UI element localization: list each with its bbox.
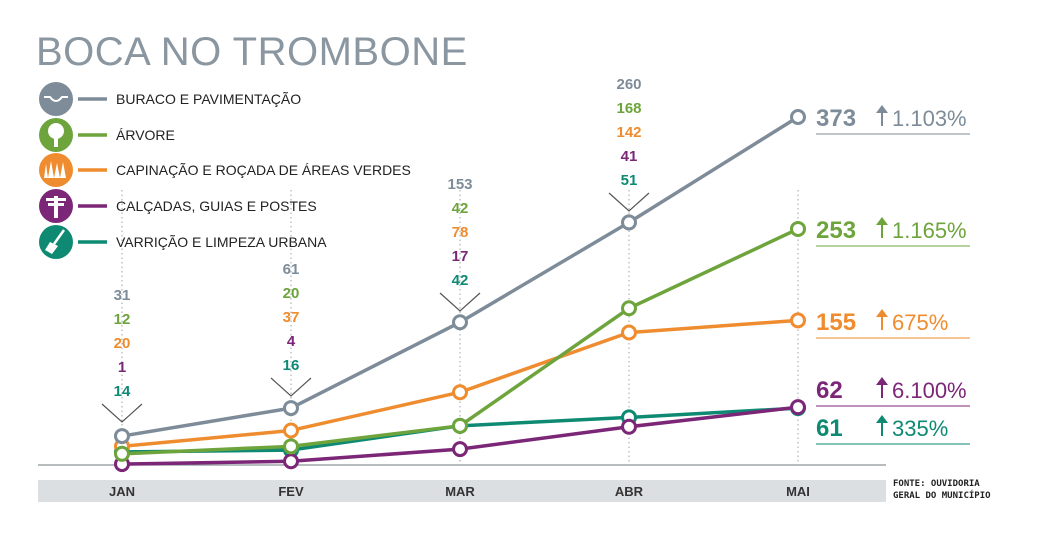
data-point <box>283 422 299 439</box>
data-point <box>114 445 130 462</box>
pole-glyph <box>54 196 58 218</box>
source-line-2: GERAL DO MUNICÍPIO <box>893 491 991 501</box>
up-arrow-icon <box>876 415 888 436</box>
data-label: 42 <box>452 272 469 289</box>
pole-bar2-glyph <box>48 203 64 206</box>
legend-item: ÁRVORE <box>39 118 175 152</box>
source-note: FONTE: OUVIDORIA GERAL DO MUNICÍPIO <box>893 478 991 502</box>
up-arrow-icon <box>876 217 888 238</box>
chevron-icon <box>270 377 312 397</box>
data-label: 31 <box>114 287 131 304</box>
end-value-label: 61 <box>816 415 843 442</box>
data-label: 1 <box>118 359 126 376</box>
source-line-1: FONTE: OUVIDORIA <box>893 479 980 489</box>
grass-glyph <box>44 161 66 178</box>
data-point <box>283 438 299 455</box>
x-axis-band <box>38 480 886 502</box>
data-label: 142 <box>616 124 641 141</box>
data-point <box>790 109 806 125</box>
data-label: 4 <box>287 333 296 350</box>
data-label: 37 <box>283 309 300 326</box>
legend-label: VARRIÇÃO E LIMPEZA URBANA <box>116 234 327 250</box>
pole-bar-glyph <box>46 198 66 201</box>
up-arrow-icon <box>876 309 888 330</box>
legend-item: CALÇADAS, GUIAS E POSTES <box>39 189 317 223</box>
tree-trunk-glyph <box>54 137 58 147</box>
data-point <box>621 324 637 341</box>
data-point <box>452 384 468 401</box>
data-point <box>790 312 806 329</box>
data-point <box>621 418 637 435</box>
data-label: 153 <box>447 176 472 193</box>
chevron-icon <box>101 403 143 423</box>
end-value-label: 373 <box>816 105 856 132</box>
data-label: 16 <box>283 357 300 374</box>
legend-label: CAPINAÇÃO E ROÇADA DE ÁREAS VERDES <box>116 162 411 178</box>
data-point <box>790 220 806 237</box>
pothole-icon <box>39 82 73 116</box>
pothole-glyph <box>44 96 68 102</box>
data-label: 260 <box>616 76 641 93</box>
data-label: 14 <box>114 383 131 400</box>
growth-label: 335% <box>892 416 948 441</box>
data-label: 12 <box>114 311 131 328</box>
broom-head-glyph <box>45 242 58 254</box>
data-label: 17 <box>452 248 469 265</box>
x-tick-label: ABR <box>615 484 644 499</box>
data-point <box>790 399 806 416</box>
legend-label: ÁRVORE <box>116 127 175 143</box>
data-label: 42 <box>452 200 469 217</box>
tree-crown-glyph <box>48 123 64 139</box>
data-point <box>452 314 468 331</box>
data-point <box>283 400 299 417</box>
broom-handle-glyph <box>52 229 66 245</box>
data-point <box>452 441 468 458</box>
data-point <box>621 300 637 317</box>
data-point <box>452 417 468 434</box>
x-tick-label: MAR <box>445 484 475 499</box>
end-value-label: 62 <box>816 377 843 404</box>
x-tick-label: FEV <box>278 484 304 499</box>
legend-item: BURACO E PAVIMENTAÇÃO <box>39 82 301 116</box>
x-tick-label: MAI <box>786 484 810 499</box>
end-value-label: 253 <box>816 217 856 244</box>
x-tick-label: JAN <box>109 484 135 499</box>
data-label: 61 <box>283 261 300 278</box>
chevron-icon <box>608 192 650 212</box>
growth-label: 1.103% <box>892 106 967 131</box>
up-arrow-icon <box>876 105 888 126</box>
data-point <box>283 453 299 470</box>
legend-item: VARRIÇÃO E LIMPEZA URBANA <box>39 225 327 259</box>
legend-label: BURACO E PAVIMENTAÇÃO <box>116 91 301 107</box>
data-label: 78 <box>452 224 469 241</box>
data-label: 20 <box>114 335 131 352</box>
chevron-icon <box>439 292 481 312</box>
data-label: 41 <box>621 148 638 165</box>
data-label: 168 <box>616 100 641 117</box>
data-label: 20 <box>283 285 300 302</box>
growth-label: 6.100% <box>892 378 967 403</box>
end-value-label: 155 <box>816 309 856 336</box>
data-point <box>114 428 130 445</box>
growth-label: 675% <box>892 310 948 335</box>
data-point <box>621 214 637 231</box>
legend-item: CAPINAÇÃO E ROÇADA DE ÁREAS VERDES <box>39 153 411 187</box>
legend-label: CALÇADAS, GUIAS E POSTES <box>116 198 317 214</box>
chart-title: BOCA NO TROMBONE <box>36 30 468 74</box>
up-arrow-icon <box>876 377 888 398</box>
growth-label: 1.165% <box>892 218 967 243</box>
data-label: 51 <box>621 172 638 189</box>
